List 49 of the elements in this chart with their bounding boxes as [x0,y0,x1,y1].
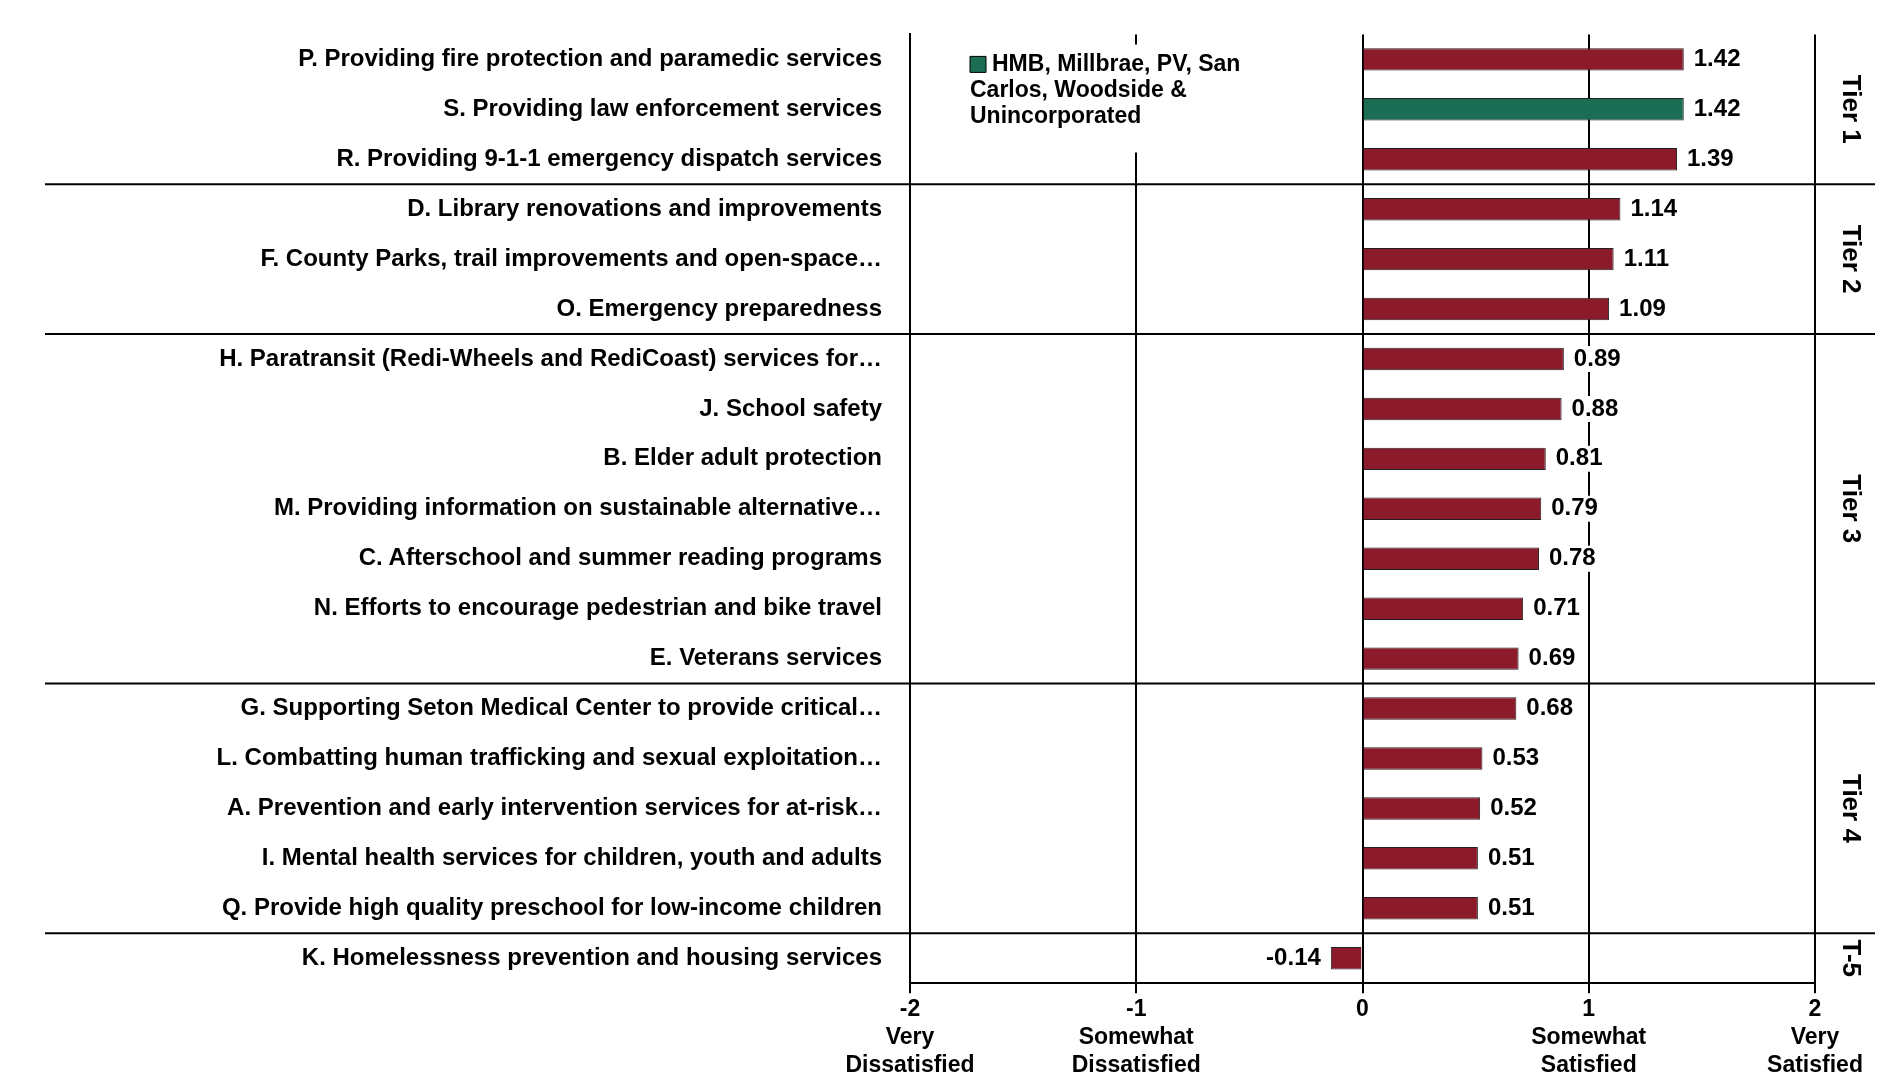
text: T-5 [1836,939,1867,978]
data-label: 1.42 [1693,93,1741,121]
x-tick-label: 0 [1356,995,1369,1022]
y-tick-label: J. School safety [699,393,883,421]
y-tick-label: D. Library renovations and improvements [407,193,882,221]
data-label: 1.09 [1619,293,1666,321]
data-label: 0.78 [1548,543,1596,571]
y-tick-label: K. Homelessness prevention and housing services [301,942,882,970]
y-tick-label: E. Veterans services [649,643,882,671]
y-tick-label: N. Efforts to encourage pedestrian and bike travel [313,593,882,621]
y-tick-label: B. Elder adult protection [603,443,882,471]
x-tick-label: -1 Somewhat Dissatisfied [1071,995,1201,1077]
data-label: 1.11 [1623,243,1670,271]
y-tick-label: F. County Parks, trail improvements and open-space… [260,243,882,271]
y-tick-label: C. Afterschool and summer reading programs [358,543,882,571]
y-tick-label: Q. Provide high quality preschool for low-income children [221,892,882,920]
data-label: 0.88 [1571,393,1619,421]
x-tick-label: -2 Very Dissatisfied [845,995,975,1077]
text: Tier 3 [1836,474,1867,544]
data-label: 1.42 [1693,43,1741,71]
data-label: -0.14 [1266,942,1322,970]
data-label: 0.89 [1573,343,1621,371]
text: Tier 4 [1836,773,1867,844]
data-label: 1.39 [1686,143,1734,171]
data-label: 0.53 [1492,743,1540,771]
y-tick-label: G. Supporting Seton Medical Center to provide critical… [240,693,882,721]
y-tick-label: H. Paratransit (Redi-Wheels and RediCoast) services for… [219,343,882,371]
y-tick-label: A. Prevention and early intervention services for at-risk… [227,793,882,821]
text: Tier 1 [1836,74,1867,144]
data-label: 1.14 [1630,193,1678,221]
data-label: 0.68 [1526,693,1574,721]
y-tick-label: S. Providing law enforcement services [443,93,882,121]
data-label: 0.69 [1528,643,1576,671]
y-tick-label: P. Providing fire protection and paramedic services [298,43,882,71]
x-tick-label: 1 Somewhat Satisfied [1531,995,1647,1077]
x-tick-label: 2 Very Satisfied [1767,995,1863,1077]
y-tick-label: I. Mental health services for children, youth and adults [261,842,882,870]
text: Tier 2 [1836,224,1867,294]
data-label: 0.52 [1490,793,1537,821]
legend-label: HMB, Millbrae, PV, San Carlos, Woodside & Unincorporated [970,49,1241,128]
y-tick-label: L. Combatting human trafficking and sexual exploitation… [216,743,882,771]
data-label: 0.79 [1551,493,1598,521]
y-tick-label: M. Providing information on sustainable alternative… [273,493,882,521]
data-label: 0.51 [1487,892,1535,920]
data-label: 0.81 [1555,443,1603,471]
y-tick-label: R. Providing 9-1-1 emergency dispatch services [336,143,882,171]
data-label: 0.71 [1533,593,1580,621]
y-tick-label: O. Emergency preparedness [556,293,882,321]
data-label: 0.51 [1487,842,1535,870]
